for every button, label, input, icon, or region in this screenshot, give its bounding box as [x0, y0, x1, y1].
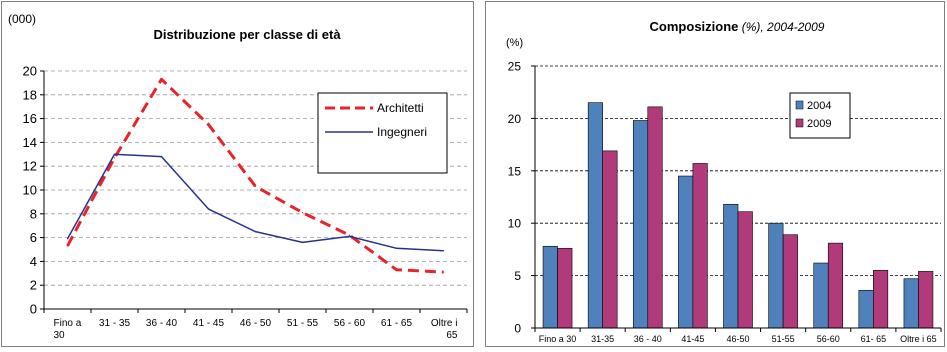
- bar-legend-swatch-2004: [796, 101, 803, 109]
- line-point-ingegneri-1: [114, 154, 115, 155]
- line-point-ingegneri-6: [349, 236, 350, 237]
- line-point-architetti-2: [161, 79, 162, 80]
- line-chart-frame: [2, 2, 474, 347]
- bar-2009-51-55: [783, 235, 798, 328]
- line-point-ingegneri-3: [208, 208, 209, 209]
- line-ytick-label-16: 16: [23, 111, 37, 126]
- line-ytick-label-18: 18: [23, 87, 37, 102]
- bar-chart-title: Composizione (%), 2004-2009: [650, 19, 825, 34]
- bar-2004-56-60: [814, 263, 829, 328]
- line-ytick-label-0: 0: [30, 302, 37, 317]
- bar-ytick-label-10: 10: [508, 217, 522, 231]
- line-ytick-label-10: 10: [23, 183, 37, 198]
- line-chart-panel: (000) Distribuzione per classe di età 0 2…: [1, 1, 474, 347]
- line-point-architetti-5: [302, 212, 303, 213]
- line-point-ingegneri-5: [302, 242, 303, 243]
- bar-xtick-label-fino-a-30: Fino a 30: [539, 334, 577, 344]
- bar-ytick-label-20: 20: [508, 112, 522, 126]
- line-point-ingegneri-4: [255, 231, 256, 232]
- bar-xtick-label-56-60: 56-60: [817, 334, 840, 344]
- line-legend-label-architetti: Architetti: [377, 101, 424, 115]
- bar-2004-51-55: [769, 223, 784, 328]
- bar-xtick-label-31-35: 31-35: [591, 334, 614, 344]
- bar-chart-legend: 2004 2009: [790, 93, 850, 138]
- bar-2004-41-45: [678, 176, 693, 328]
- bar-2009-61-65: [873, 270, 888, 328]
- line-chart-title: Distribuzione per classe di età: [153, 27, 341, 42]
- bar-xtick-label-41-45: 41-45: [681, 334, 704, 344]
- bar-2004-61-65: [859, 290, 874, 328]
- bar-chart-title-suffix: (%), 2004-2009: [738, 20, 824, 34]
- bar-chart-ylabel: (%): [506, 37, 523, 49]
- line-chart: (000) Distribuzione per classe di età 0 2…: [1, 1, 474, 347]
- line-ytick-label-14: 14: [23, 135, 37, 150]
- line-xtick-label-61-65: 61 - 65: [381, 318, 413, 329]
- line-xtick-label-56-60: 56 - 60: [334, 318, 366, 329]
- bar-ytick-label-5: 5: [514, 269, 521, 283]
- bar-2009-46-50: [738, 212, 753, 328]
- line-xtick-label-41-45: 41 - 45: [193, 318, 225, 329]
- bar-2004-fino-a-30: [543, 246, 558, 328]
- bar-ytick-label-0: 0: [514, 322, 521, 336]
- bar-xtick-label-46-50: 46-50: [726, 334, 749, 344]
- line-point-architetti-0: [67, 245, 68, 246]
- bar-legend-label-2004: 2004: [807, 100, 831, 112]
- line-chart-ylabel: (000): [8, 12, 36, 26]
- bar-2004-oltre-i-65: [904, 279, 919, 328]
- line-point-ingegneri-2: [161, 156, 162, 157]
- bar-2009-56-60: [828, 243, 843, 328]
- line-point-ingegneri-8: [443, 250, 444, 251]
- bar-xtick-label-36-40: 36 - 40: [634, 334, 662, 344]
- line-point-ingegneri-7: [396, 248, 397, 249]
- line-point-architetti-4: [255, 186, 256, 187]
- line-ytick-label-4: 4: [30, 254, 37, 269]
- line-point-architetti-8: [443, 272, 444, 273]
- bar-2004-31-35: [588, 103, 603, 328]
- bar-2009-36-40: [648, 107, 663, 328]
- bar-chart: Composizione (%), 2004-2009 (%) 0 5 10 15 20…: [485, 1, 945, 347]
- line-ytick-label-2: 2: [30, 278, 37, 293]
- bar-xtick-label-61-65: 61- 65: [861, 334, 887, 344]
- line-ytick-label-12: 12: [23, 159, 37, 174]
- bar-ytick-label-15: 15: [508, 164, 522, 178]
- line-ytick-label-6: 6: [30, 230, 37, 245]
- line-chart-legend: Architetti Ingegneri: [318, 93, 447, 173]
- line-point-architetti-6: [349, 235, 350, 236]
- line-xtick-label-46-50: 46 - 50: [240, 318, 272, 329]
- bar-2004-46-50: [724, 204, 739, 328]
- line-legend-label-ingegneri: Ingegneri: [377, 125, 427, 139]
- line-point-architetti-7: [396, 269, 397, 270]
- bar-2009-oltre-i-65: [918, 271, 933, 328]
- bar-2004-36-40: [633, 120, 648, 328]
- bar-2009-fino-a-30: [558, 248, 573, 328]
- line-xtick-label-36-40: 36 - 40: [146, 318, 178, 329]
- line-ytick-label-20: 20: [23, 64, 37, 79]
- bar-2009-31-35: [603, 151, 617, 328]
- bar-legend-label-2009: 2009: [807, 118, 831, 130]
- bar-ytick-label-25: 25: [508, 60, 522, 74]
- line-point-architetti-3: [208, 124, 209, 125]
- bar-legend-swatch-2009: [796, 119, 803, 127]
- line-point-ingegneri-0: [67, 238, 68, 239]
- line-xtick-label-51-55: 51 - 55: [287, 318, 319, 329]
- line-point-architetti-1: [114, 157, 115, 158]
- bar-chart-panel: Composizione (%), 2004-2009 (%) 0 5 10 15 20…: [485, 1, 945, 347]
- bar-2009-41-45: [693, 163, 708, 328]
- bar-xtick-label-oltre-i-65: Oltre i 65: [900, 334, 937, 344]
- bar-xtick-label-51-55: 51-55: [772, 334, 795, 344]
- bar-chart-title-main: Composizione: [650, 19, 739, 34]
- line-xtick-label-31-35: 31 - 35: [99, 318, 131, 329]
- line-ytick-label-8: 8: [30, 206, 37, 221]
